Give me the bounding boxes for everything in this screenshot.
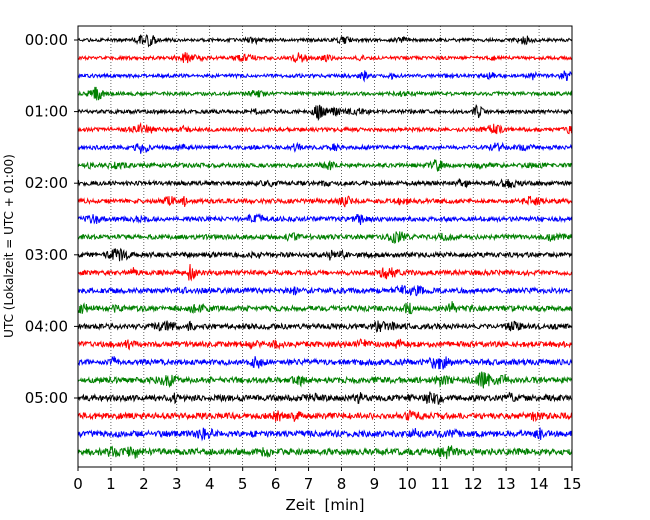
x-tick-label: 13 [497, 475, 516, 493]
y-tick-label: 02:00 [25, 174, 68, 192]
x-tick-label: 5 [238, 475, 248, 493]
y-tick-label: 00:00 [25, 31, 68, 49]
y-tick-label: 04:00 [25, 317, 68, 335]
x-tick-label: 14 [530, 475, 549, 493]
x-axis-label: Zeit [min] [285, 496, 364, 514]
seismogram-trace-0300 [77, 247, 573, 262]
x-tick-label: 1 [106, 475, 116, 493]
x-tick-label: 12 [464, 475, 483, 493]
seismogram-trace-0245 [77, 231, 573, 245]
y-tick-label: 03:00 [25, 246, 68, 264]
y-tick-label: 01:00 [25, 103, 68, 121]
seismogram-trace-0215 [77, 195, 573, 208]
seismogram-trace-0100 [77, 104, 573, 122]
plot-frame [77, 25, 573, 468]
seismogram-trace-0400 [77, 320, 573, 333]
y-axis-label: UTC (Lokalzeit = UTC + 01:00) [2, 154, 16, 338]
y-axis-ticks: 00:00 01:00 02:00 03:00 04:00 05:00 [25, 31, 78, 407]
seismogram-trace-0000 [77, 34, 573, 48]
x-tick-label: 11 [431, 475, 450, 493]
x-tick-label: 15 [562, 475, 581, 493]
seismogram-trace-0415 [77, 338, 573, 351]
seismogram-trace-0330 [77, 284, 573, 297]
seismogram-trace-0230 [77, 212, 573, 225]
seismogram-trace-0030 [77, 70, 573, 83]
x-tick-label: 6 [271, 475, 281, 493]
seismogram-trace-0545 [77, 445, 573, 460]
seismogram-trace-0500 [77, 391, 573, 405]
x-tick-label: 9 [370, 475, 380, 493]
y-tick-label: 05:00 [25, 389, 68, 407]
seismogram-trace-0200 [77, 178, 573, 189]
x-tick-label: 8 [337, 475, 347, 493]
x-tick-label: 3 [172, 475, 182, 493]
seismogram-trace-0115 [77, 121, 573, 135]
seismogram-trace-0530 [77, 427, 573, 442]
seismogram-trace-0130 [77, 141, 573, 154]
seismogram-trace-0515 [77, 409, 573, 423]
seismogram-trace-0315 [77, 263, 573, 282]
seismogram-trace-0045 [77, 86, 573, 101]
x-tick-label: 4 [205, 475, 215, 493]
trace-layer [77, 34, 573, 460]
x-tick-label: 7 [304, 475, 314, 493]
seismogram-trace-0145 [77, 159, 573, 172]
x-tick-label: 10 [398, 475, 417, 493]
seismogram-trace-0430 [77, 356, 573, 370]
seismogram-trace-0015 [77, 52, 573, 64]
x-tick-label: 0 [73, 475, 83, 493]
seismogram-trace-0345 [77, 301, 573, 315]
x-axis-ticks: 0 1 2 3 4 5 6 7 8 9 10 11 12 13 14 15 [73, 467, 582, 493]
x-tick-label: 2 [139, 475, 149, 493]
seismogram-trace-0445 [77, 371, 573, 389]
